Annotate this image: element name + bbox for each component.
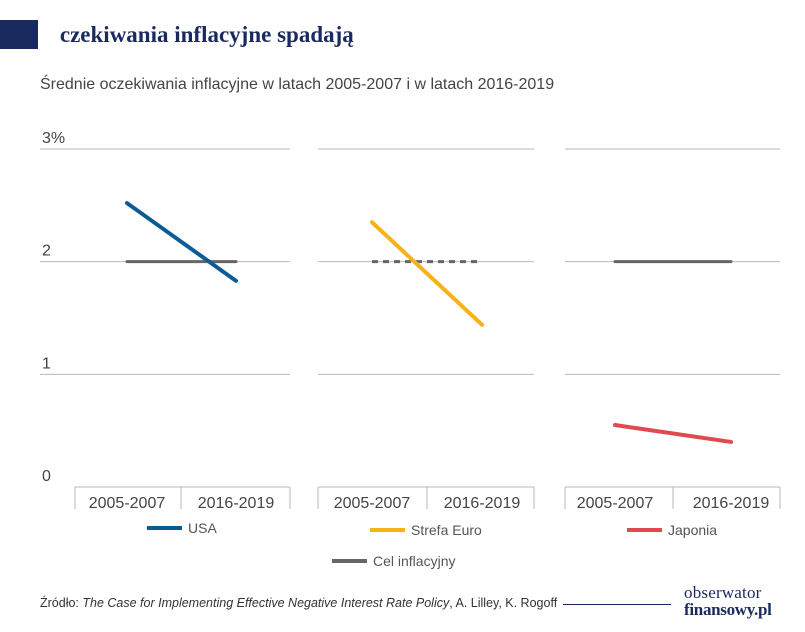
source-authors: , A. Lilley, K. Rogoff xyxy=(449,596,558,610)
legend-label: Japonia xyxy=(668,522,717,538)
series-line xyxy=(613,423,733,444)
source-prefix: Źródło: xyxy=(40,596,83,610)
x-tick-label: 2005-2007 xyxy=(89,495,166,512)
title-accent-bar xyxy=(0,20,38,49)
y-tick-label: 3% xyxy=(42,130,65,147)
legend-label: USA xyxy=(188,520,217,536)
brand-logo[interactable]: obserwator finansowy.pl xyxy=(684,584,784,618)
title-rest: czekiwania inflacyjne spadają xyxy=(59,22,354,47)
legend-label: Cel inflacyjny xyxy=(373,553,455,569)
x-tick-label: 2005-2007 xyxy=(577,495,654,512)
x-tick-label: 2016-2019 xyxy=(198,495,275,512)
y-tick-label: 0 xyxy=(42,468,51,485)
y-tick-label: 1 xyxy=(42,355,51,372)
source-note: Źródło: The Case for Implementing Effect… xyxy=(40,596,557,610)
footer-divider xyxy=(563,604,671,605)
x-tick-label: 2016-2019 xyxy=(444,495,521,512)
logo-line-1: obserwator xyxy=(684,583,762,602)
legend-label: Strefa Euro xyxy=(411,522,482,538)
chart-subtitle: Średnie oczekiwania inflacyjne w latach … xyxy=(40,76,555,93)
y-tick-label: 2 xyxy=(42,243,51,260)
x-tick-label: 2005-2007 xyxy=(334,495,411,512)
source-title: The Case for Implementing Effective Nega… xyxy=(82,596,450,610)
logo-line-2: finansowy.pl xyxy=(684,600,772,619)
chart-title: Oczekiwania inflacyjne spadają xyxy=(38,20,354,49)
x-tick-label: 2016-2019 xyxy=(693,495,770,512)
title-initial: O xyxy=(42,22,60,47)
series-line xyxy=(125,201,238,283)
series-line xyxy=(370,220,484,327)
